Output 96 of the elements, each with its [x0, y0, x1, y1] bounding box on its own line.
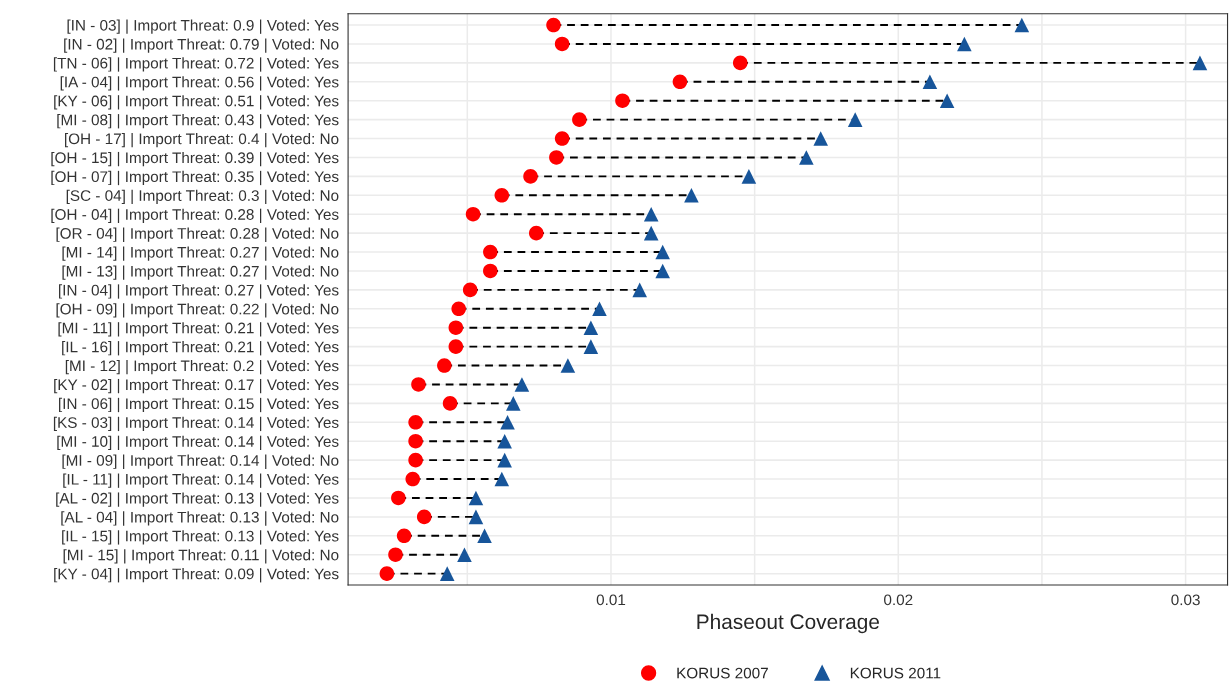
point [1192, 55, 1208, 71]
y-tick-label: [OH - 04] | Import Threat: 0.28 | Voted: Yes [51, 208, 339, 223]
point [437, 358, 452, 373]
y-tick-label: [KY - 06] | Import Threat: 0.51 | Voted: Yes [54, 95, 339, 110]
point [572, 112, 587, 127]
point [741, 169, 757, 184]
point [939, 93, 955, 108]
y-tick-label: [MI - 13] | Import Threat: 0.27 | Voted: No [62, 265, 339, 280]
point [483, 244, 498, 260]
point [411, 377, 426, 392]
point [494, 471, 510, 487]
point [405, 471, 421, 487]
point [632, 282, 647, 298]
point [396, 528, 412, 544]
y-tick-label: [OH - 17] | Import Threat: 0.4 | Voted: No [65, 133, 339, 148]
x-tick-label: 0.03 [1171, 594, 1200, 606]
point [813, 131, 828, 146]
y-tick-label: [MI - 14] | Import Threat: 0.27 | Voted: No [62, 246, 339, 261]
point [408, 415, 423, 430]
y-tick-label: [IN - 04] | Import Threat: 0.27 | Voted: Yes [59, 284, 339, 299]
y-tick-label: [AL - 04] | Import Threat: 0.13 | Voted: No [61, 511, 339, 526]
point [560, 358, 576, 373]
point [592, 301, 607, 317]
point [457, 547, 472, 563]
y-tick-label: [IN - 03] | Import Threat: 0.9 | Voted: Yes [67, 19, 339, 34]
legend-label: KORUS 2011 [850, 667, 941, 679]
point [528, 225, 544, 241]
y-tick-label: [IN - 02] | Import Threat: 0.79 | Voted: No [64, 38, 339, 53]
point [477, 528, 492, 544]
y-tick-label: [SC - 04] | Import Threat: 0.3 | Voted: No [66, 189, 339, 205]
y-tick-label: [MI - 10] | Import Threat: 0.14 | Voted: Yes [57, 435, 339, 450]
point [655, 244, 670, 260]
point [379, 566, 395, 581]
point [439, 566, 455, 581]
point [391, 490, 406, 506]
point [554, 36, 570, 52]
point [799, 150, 814, 165]
y-tick-label: [MI - 08] | Import Threat: 0.43 | Voted: Yes [57, 114, 339, 129]
point [643, 206, 659, 222]
y-tick-label: [OH - 15] | Import Threat: 0.39 | Voted: Yes [51, 151, 339, 167]
point [448, 320, 464, 335]
point [1014, 17, 1030, 33]
y-tick-label: [KY - 04] | Import Threat: 0.09 | Voted: Yes [54, 568, 339, 583]
point [655, 263, 670, 279]
legend-label: KORUS 2007 [677, 667, 768, 679]
point [408, 433, 423, 449]
point [462, 282, 478, 298]
point [922, 74, 938, 90]
point [847, 112, 863, 127]
y-tick-label: [MI - 12] | Import Threat: 0.2 | Voted: Yes [65, 360, 339, 375]
point [465, 206, 481, 222]
y-tick-label: [KS - 03] | Import Threat: 0.14 | Voted: Yes [53, 416, 339, 432]
point [732, 55, 748, 71]
point [408, 452, 423, 468]
point [549, 150, 564, 165]
point [468, 509, 484, 525]
point [442, 396, 458, 411]
point [416, 509, 432, 525]
y-tick-label: [MI - 15] | Import Threat: 0.11 | Voted: No [63, 549, 339, 564]
point [957, 36, 972, 52]
point [451, 301, 466, 317]
point [583, 320, 599, 335]
x-tick-label: 0.01 [596, 594, 626, 606]
point [448, 339, 464, 354]
y-tick-label: [TN - 06] | Import Threat: 0.72 | Voted: Yes [53, 57, 339, 72]
y-tick-label: [MI - 11] | Import Threat: 0.21 | Voted: Yes [58, 322, 339, 337]
point [583, 339, 599, 354]
y-tick-label: [IL - 16] | Import Threat: 0.21 | Voted: Yes [62, 341, 339, 356]
point [523, 169, 538, 184]
point [388, 547, 403, 563]
y-tick-label: [OH - 09] | Import Threat: 0.22 | Voted: No [56, 303, 339, 318]
y-tick-label: [IN - 06] | Import Threat: 0.15 | Voted: Yes [59, 397, 339, 413]
point [468, 490, 484, 506]
point [497, 433, 512, 449]
point [514, 377, 530, 392]
point [506, 396, 521, 411]
x-tick-label: 0.02 [884, 594, 913, 606]
point [672, 74, 688, 90]
point [554, 131, 570, 146]
y-tick-label: [OR - 04] | Import Threat: 0.28 | Voted: No [56, 227, 339, 242]
y-tick-label: [IL - 15] | Import Threat: 0.13 | Voted: Yes [62, 530, 339, 545]
y-tick-label: [KY - 02] | Import Threat: 0.17 | Voted: Yes [54, 378, 339, 394]
y-tick-label: [IA - 04] | Import Threat: 0.56 | Voted: Yes [60, 76, 339, 91]
point [546, 17, 561, 33]
y-tick-label: [AL - 02] | Import Threat: 0.13 | Voted: Yes [56, 492, 339, 507]
point [494, 188, 510, 203]
point [643, 225, 659, 241]
point [684, 188, 699, 203]
x-axis-title: Phaseout Coverage [697, 613, 879, 634]
point [497, 452, 512, 468]
y-tick-label: [MI - 09] | Import Threat: 0.14 | Voted: No [62, 454, 339, 469]
y-tick-label: [IL - 11] | Import Threat: 0.14 | Voted: Yes [63, 473, 339, 488]
y-tick-label: [OH - 07] | Import Threat: 0.35 | Voted: Yes [51, 170, 339, 186]
point [500, 415, 515, 430]
point [483, 263, 498, 279]
point [615, 93, 630, 108]
